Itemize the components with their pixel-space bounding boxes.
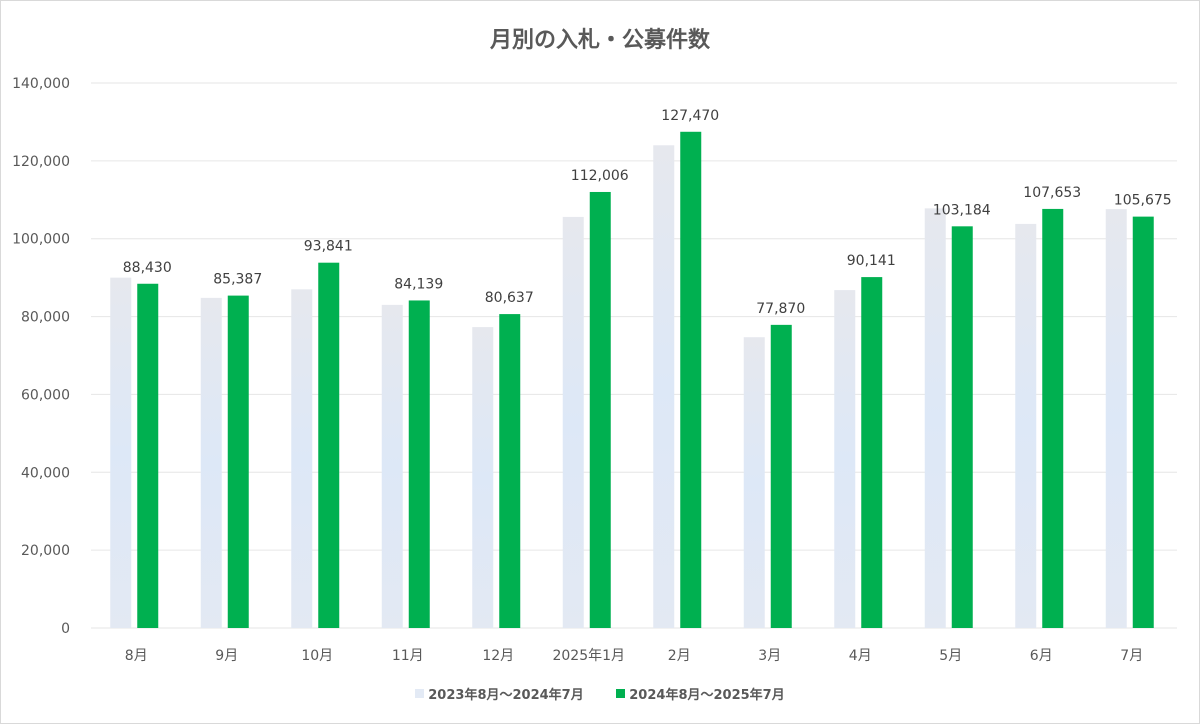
data-label: 85,387: [213, 272, 262, 288]
data-label: 103,184: [933, 202, 991, 218]
bar-current-year: [408, 300, 430, 628]
data-label: 90,141: [847, 253, 896, 269]
bar-current-year: [861, 277, 883, 628]
x-tick-label: 8月: [125, 648, 148, 664]
bar-current-year: [137, 283, 159, 628]
legend-swatch: [616, 689, 626, 698]
x-tick-label: 11月: [392, 648, 424, 664]
x-tick-label: 12月: [482, 648, 514, 664]
legend-label: 2024年8月～2025年7月: [629, 688, 785, 703]
data-label: 88,430: [123, 260, 172, 276]
y-tick-label: 100,000: [12, 232, 70, 248]
data-label: 80,637: [485, 290, 534, 306]
y-tick-label: 40,000: [21, 465, 70, 481]
y-tick-label: 20,000: [21, 543, 70, 559]
bar-current-year: [318, 262, 340, 628]
bar-current-year: [227, 295, 249, 628]
legend-label: 2023年8月～2024年7月: [428, 688, 584, 703]
bar-prev-year: [1015, 223, 1037, 628]
x-tick-label: 2月: [668, 648, 691, 664]
bar-prev-year: [110, 277, 132, 628]
bar-prev-year: [472, 327, 494, 628]
bar-prev-year: [924, 208, 946, 628]
legend-swatch: [415, 689, 425, 698]
legend-item-current-year: 2024年8月～2025年7月: [616, 684, 785, 703]
bar-current-year: [589, 191, 611, 629]
bar-current-year: [951, 226, 973, 628]
x-tick-label: 9月: [215, 648, 238, 664]
bar-prev-year: [381, 304, 403, 628]
data-label: 112,006: [571, 168, 629, 184]
x-tick-label: 10月: [301, 648, 333, 664]
legend-item-prev-year: 2023年8月～2024年7月: [415, 684, 584, 703]
data-label: 105,675: [1114, 193, 1172, 209]
bar-current-year: [1042, 208, 1064, 629]
y-tick-label: 140,000: [12, 76, 70, 92]
y-tick-label: 60,000: [21, 387, 70, 403]
y-tick-label: 0: [61, 621, 70, 637]
bar-prev-year: [200, 297, 222, 628]
bar-current-year: [1132, 216, 1154, 628]
x-tick-label: 6月: [1030, 648, 1053, 664]
bar-prev-year: [1105, 209, 1127, 628]
bar-prev-year: [834, 290, 856, 628]
x-tick-label: 4月: [849, 648, 872, 664]
data-label: 93,841: [304, 239, 353, 255]
x-tick-label: 2025年1月: [552, 648, 625, 664]
data-label: 77,870: [756, 301, 805, 317]
x-tick-label: 7月: [1120, 648, 1143, 664]
data-label: 127,470: [661, 108, 719, 124]
bar-current-year: [770, 324, 792, 628]
x-tick-label: 5月: [939, 648, 962, 664]
legend: 2023年8月～2024年7月 2024年8月～2025年7月: [0, 684, 1200, 703]
x-tick-label: 3月: [758, 648, 781, 664]
chart-title: 月別の入札・公募件数: [489, 28, 710, 53]
bar-prev-year: [743, 337, 765, 628]
data-label: 107,653: [1023, 185, 1081, 201]
bar-prev-year: [291, 289, 313, 628]
bar-prev-year: [653, 145, 675, 629]
y-tick-label: 80,000: [21, 310, 70, 326]
bar-current-year: [499, 314, 521, 628]
bar-current-year: [680, 131, 702, 628]
data-label: 84,139: [394, 276, 443, 292]
bar-prev-year: [562, 216, 584, 628]
y-tick-label: 120,000: [12, 154, 70, 170]
